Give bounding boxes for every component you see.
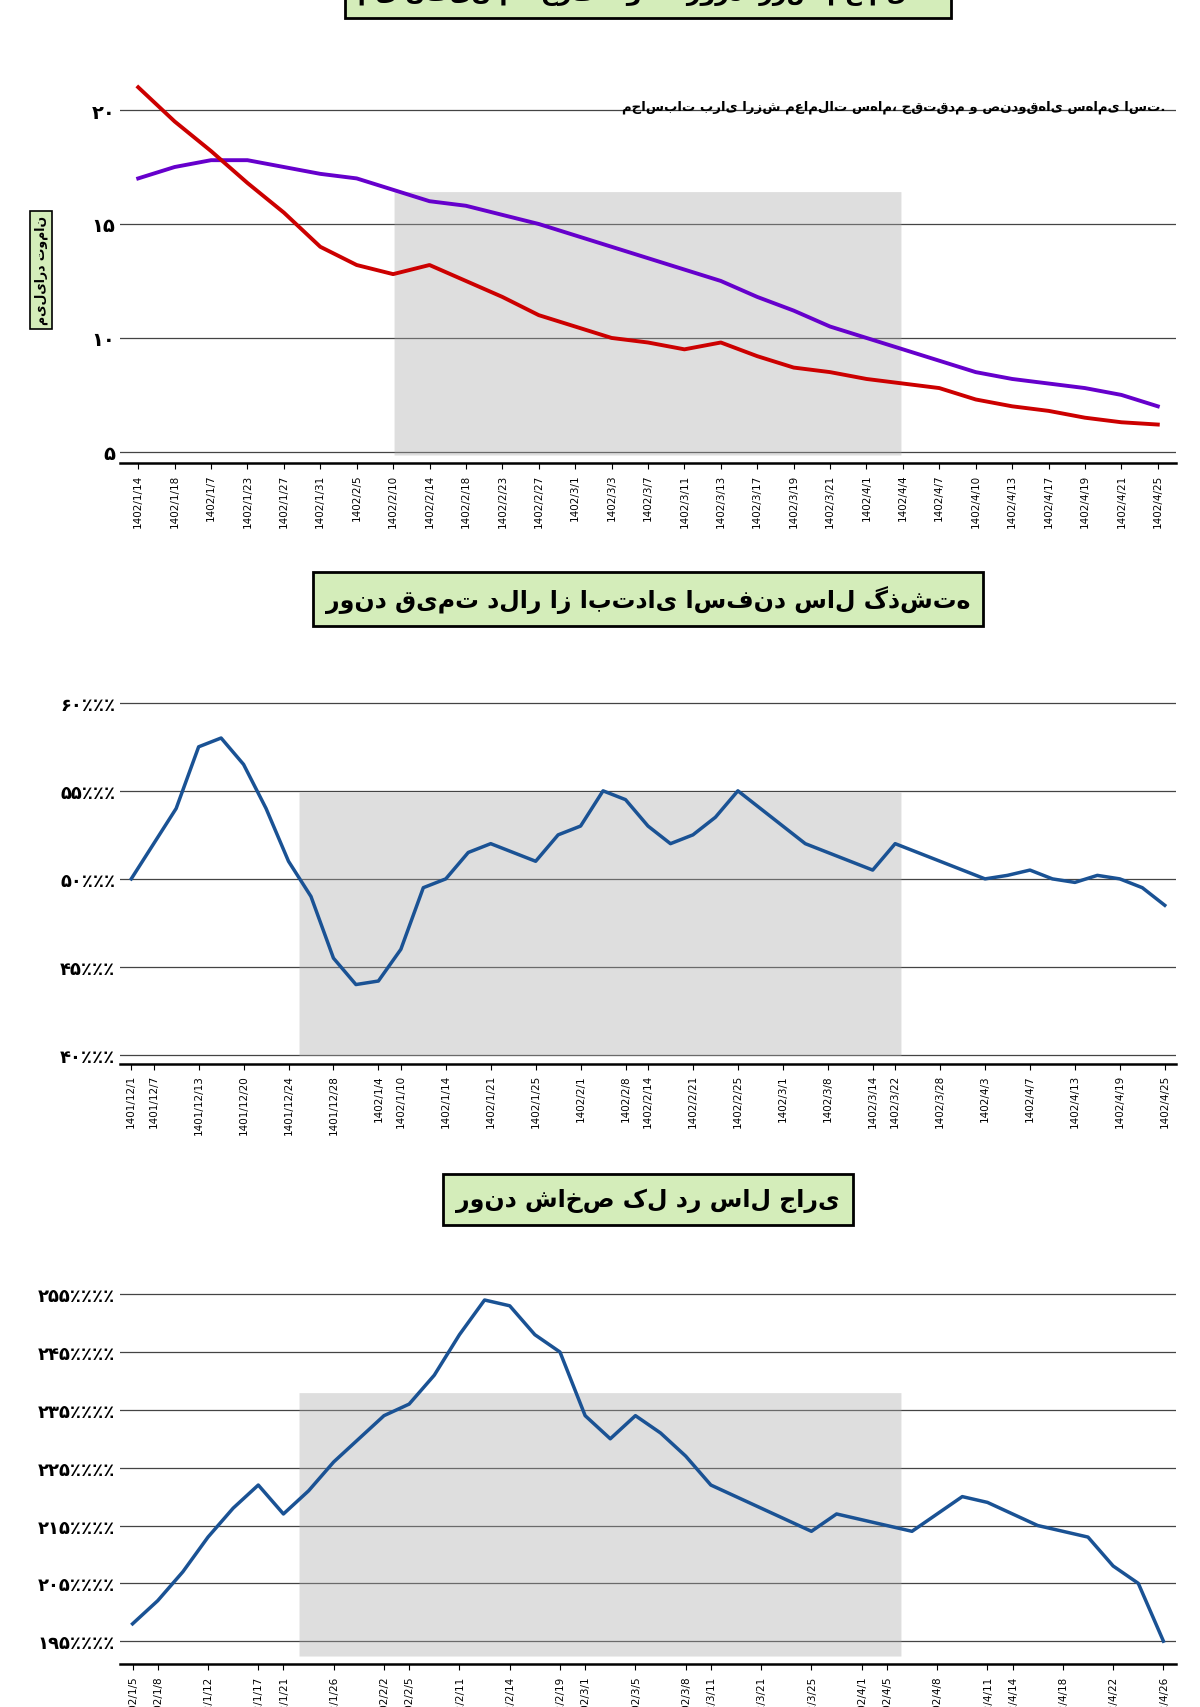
Legend: ۵ روزه, ۲۰ روزه: ۵ روزه, ۲۰ روزه — [502, 690, 794, 734]
Text: روند قیمت دلار از ابتدای اسفند سال گذشته: روند قیمت دلار از ابتدای اسفند سال گذشته — [325, 586, 971, 613]
Text: میانگین متحرک ۵ و ۲۰ روزه ارزش معاملات: میانگین متحرک ۵ و ۲۰ روزه ارزش معاملات — [358, 0, 938, 5]
Text: روند شاخص کل در سال جاری: روند شاخص کل در سال جاری — [456, 1188, 840, 1212]
Text: میلیارد تومان: میلیارد تومان — [34, 215, 48, 324]
FancyBboxPatch shape — [300, 794, 901, 1057]
Text: محاسبات برای ارزش معاملات سهام، حق‌تقدم و صندوق‌های سهامی است.: محاسبات برای ارزش معاملات سهام، حق‌تقدم … — [622, 101, 1165, 114]
FancyBboxPatch shape — [300, 1393, 901, 1656]
FancyBboxPatch shape — [395, 193, 901, 456]
